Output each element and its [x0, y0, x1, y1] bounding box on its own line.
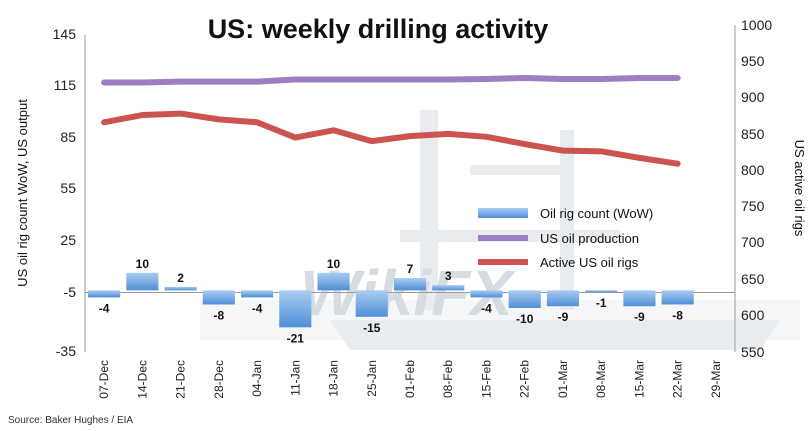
bar-data-label: -4	[252, 301, 263, 315]
left-tick-label: -35	[56, 343, 76, 359]
bar	[88, 290, 121, 298]
left-tick-label: 145	[53, 26, 77, 42]
left-tick-label: -5	[64, 284, 77, 300]
bar-data-label: -4	[99, 301, 110, 315]
legend-label: US oil production	[540, 231, 639, 246]
bar-data-label: -1	[596, 296, 607, 310]
left-tick-label: 55	[60, 180, 76, 196]
bar	[623, 290, 656, 307]
bar	[164, 286, 197, 291]
x-tick-label: 14-Dec	[135, 360, 149, 399]
bar-data-label: -9	[558, 310, 569, 324]
left-tick-label: 115	[54, 77, 77, 93]
source-note: Source: Baker Hughes / EIA	[8, 415, 133, 426]
background-decoration	[200, 110, 800, 350]
bar	[355, 290, 388, 317]
x-tick-label: 08-Mar	[594, 360, 608, 398]
right-tick-label: 800	[741, 162, 765, 178]
x-tick-label: 01-Mar	[556, 360, 570, 398]
bar	[241, 290, 274, 298]
bar-data-label: -15	[363, 321, 381, 335]
right-tick-label: 900	[741, 89, 765, 105]
x-tick-label: 28-Dec	[212, 360, 226, 399]
bar	[585, 290, 618, 293]
bar-data-label: -8	[213, 308, 224, 322]
bar	[393, 278, 427, 291]
left-tick-label: 25	[60, 232, 76, 248]
bar-data-label: -9	[634, 310, 645, 324]
x-tick-label: 04-Jan	[250, 360, 264, 397]
right-tick-label: 700	[741, 234, 765, 250]
x-tick-label: 07-Dec	[97, 360, 111, 399]
x-tick-label: 22-Mar	[671, 360, 685, 398]
x-tick-label: 25-Jan	[365, 360, 379, 397]
bar-data-label: 3	[445, 269, 452, 283]
bar-data-label: 7	[407, 262, 414, 276]
left-tick-labels: 145 115 85 55 25 -5 -35	[53, 26, 77, 359]
x-tick-label: 18-Jan	[327, 360, 341, 397]
x-tick-labels: 07-Dec 14-Dec 21-Dec 28-Dec 04-Jan 11-Jan 18-J…	[97, 360, 723, 399]
right-tick-labels: 1000 950 900 850 800 750 700 650 600 550	[741, 17, 772, 360]
legend-swatch-bars	[478, 208, 528, 218]
bar	[279, 290, 312, 328]
bar-data-label: -21	[287, 331, 305, 345]
x-tick-label: 15-Mar	[632, 360, 646, 398]
bar	[432, 285, 465, 291]
x-tick-label: 01-Feb	[403, 360, 417, 398]
bar-data-label: -10	[516, 312, 534, 326]
production-line	[101, 74, 681, 86]
right-axis-title: US active oil rigs	[792, 140, 807, 237]
right-tick-label: 750	[741, 198, 765, 214]
legend-label: Active US oil rigs	[540, 255, 639, 270]
x-tick-label: 29-Mar	[709, 360, 723, 398]
right-tick-label: 850	[741, 126, 765, 142]
left-tick-label: 85	[60, 129, 76, 145]
left-axis-title: US oil rig count WoW, US output	[15, 99, 30, 287]
bar	[126, 272, 159, 291]
bar-data-label: -8	[672, 308, 683, 322]
right-tick-label: 550	[741, 344, 765, 360]
bar-data-label: 10	[327, 257, 341, 271]
bar	[661, 290, 694, 305]
bar	[317, 272, 350, 291]
bar-data-label: -4	[481, 301, 492, 315]
x-tick-label: 08-Feb	[441, 360, 455, 398]
right-tick-label: 600	[741, 307, 765, 323]
right-tick-label: 950	[741, 53, 765, 69]
bar	[508, 290, 541, 308]
bar-data-label: 10	[136, 257, 150, 271]
x-tick-label: 21-Dec	[174, 360, 188, 399]
x-tick-label: 22-Feb	[518, 360, 532, 398]
line-series	[101, 74, 681, 167]
legend: Oil rig count (WoW) US oil production Ac…	[478, 206, 653, 270]
right-tick-label: 650	[741, 271, 765, 287]
bar-data-labels: -4 10 2 -8 -4 -21 10 -15 7 3 -4 -10 -9 -1 -9 -8	[99, 257, 684, 346]
bar-data-label: 2	[177, 271, 184, 285]
legend-label: Oil rig count (WoW)	[540, 206, 653, 221]
chart-title: US: weekly drilling activity	[208, 14, 549, 44]
bar	[202, 290, 235, 305]
active-rigs-line	[101, 110, 681, 167]
x-tick-label: 11-Jan	[288, 360, 302, 396]
bar-series	[88, 272, 694, 328]
x-tick-label: 15-Feb	[479, 360, 493, 398]
bar	[470, 290, 503, 298]
right-tick-label: 1000	[741, 17, 772, 33]
bar	[546, 290, 579, 307]
